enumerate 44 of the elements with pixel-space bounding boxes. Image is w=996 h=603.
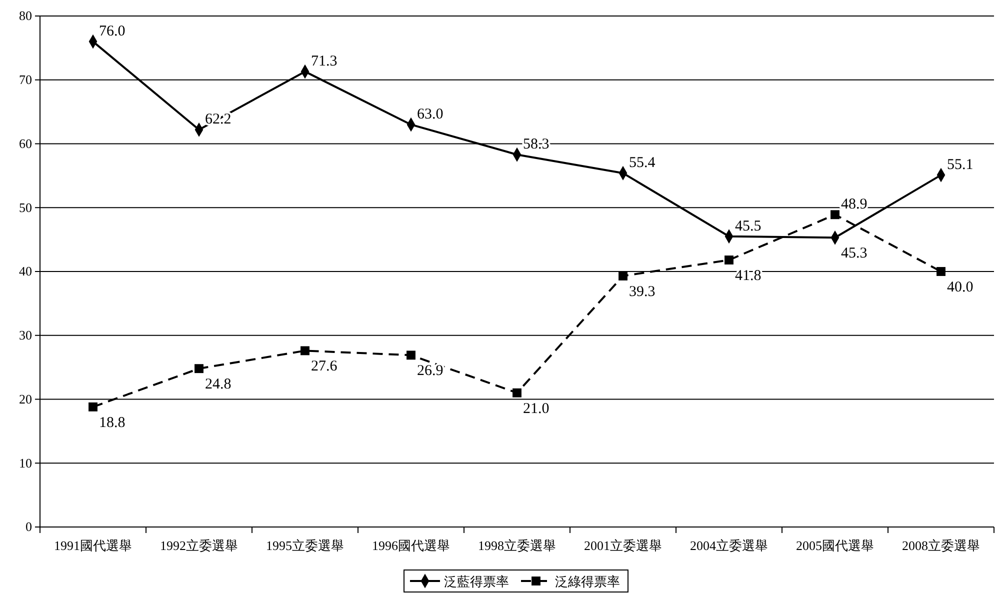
data-label: 40.0 bbox=[947, 280, 974, 296]
data-label: 63.0 bbox=[417, 106, 444, 123]
data-label: 21.0 bbox=[523, 400, 550, 417]
x-tick-label: 2001立委選舉 bbox=[584, 538, 662, 554]
x-tick-label: 2004立委選舉 bbox=[690, 538, 768, 554]
legend-label: 泛藍得票率 bbox=[444, 574, 509, 589]
y-tick-label: 40 bbox=[19, 264, 32, 279]
point bbox=[830, 210, 840, 220]
y-tick-label: 50 bbox=[19, 200, 32, 215]
y-tick-label: 30 bbox=[19, 328, 32, 343]
data-label: 55.4 bbox=[629, 155, 656, 172]
y-tick-label: 20 bbox=[19, 391, 32, 406]
y-tick-label: 80 bbox=[19, 8, 32, 24]
x-tick-label: 2008立委選舉 bbox=[902, 538, 980, 554]
x-tick-label: 1992立委選舉 bbox=[160, 538, 238, 554]
point bbox=[300, 346, 310, 356]
point bbox=[406, 350, 416, 360]
data-label: 26.9 bbox=[417, 363, 444, 380]
point bbox=[724, 256, 734, 264]
x-tick-label: 2005國代選舉 bbox=[796, 538, 874, 554]
data-label: 55.1 bbox=[947, 157, 974, 174]
data-label: 45.5 bbox=[735, 218, 762, 234]
point bbox=[936, 267, 946, 276]
point bbox=[618, 272, 628, 280]
legend-label: 泛綠得票率 bbox=[555, 574, 620, 589]
data-label: 39.3 bbox=[629, 284, 656, 300]
y-tick-label: 70 bbox=[19, 72, 32, 88]
x-tick-label: 1998立委選舉 bbox=[478, 538, 556, 554]
point bbox=[194, 364, 204, 374]
y-tick-label: 60 bbox=[19, 136, 32, 151]
y-tick-label: 10 bbox=[19, 455, 32, 470]
data-label: 24.8 bbox=[205, 376, 232, 393]
x-tick-label: 1996國代選舉 bbox=[372, 538, 450, 554]
y-tick-label: 0 bbox=[26, 519, 32, 534]
data-label: 41.8 bbox=[735, 268, 762, 284]
data-label: 27.6 bbox=[311, 358, 338, 375]
point bbox=[512, 388, 522, 398]
x-tick-label: 1995立委選舉 bbox=[266, 538, 344, 554]
point bbox=[88, 402, 98, 412]
data-label: 71.3 bbox=[311, 54, 338, 70]
x-tick-label: 1991國代選舉 bbox=[54, 538, 132, 554]
data-label: 76.0 bbox=[99, 24, 126, 40]
data-label: 45.3 bbox=[841, 246, 868, 262]
data-label: 18.8 bbox=[99, 414, 126, 431]
